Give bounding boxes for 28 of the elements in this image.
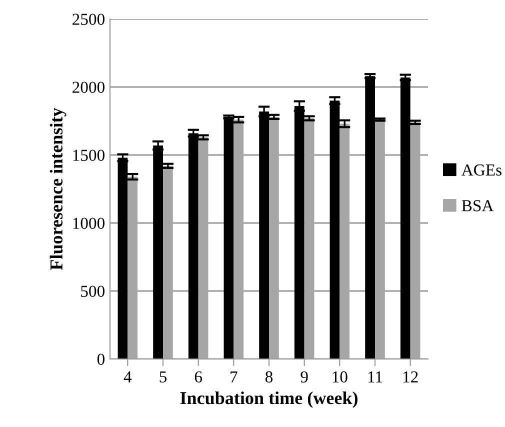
bar bbox=[234, 120, 244, 359]
x-axis-title: Incubation time (week) bbox=[180, 391, 358, 408]
bar bbox=[410, 122, 420, 359]
legend-label: AGEs bbox=[461, 164, 502, 176]
y-tick-label: 1500 bbox=[73, 150, 105, 161]
x-tick-label: 4 bbox=[124, 371, 132, 382]
x-tick-label: 7 bbox=[230, 371, 238, 382]
bar bbox=[375, 120, 385, 359]
x-tick-label: 9 bbox=[300, 371, 308, 383]
bar bbox=[340, 124, 350, 359]
x-tick-label: 12 bbox=[403, 371, 418, 382]
y-axis-title: Fluoresence intensity bbox=[50, 108, 66, 270]
bar bbox=[128, 176, 138, 359]
x-tick-label: 6 bbox=[194, 371, 202, 383]
y-tick-label: 2500 bbox=[72, 14, 105, 25]
y-tick-label: 0 bbox=[97, 354, 105, 365]
x-tick-label: 11 bbox=[368, 371, 382, 382]
y-tick-label: 500 bbox=[81, 286, 105, 297]
y-tick-label: 1000 bbox=[73, 218, 105, 229]
bar bbox=[304, 118, 314, 359]
bar bbox=[269, 116, 279, 359]
x-tick-label: 5 bbox=[160, 371, 167, 383]
x-tick-label: 8 bbox=[265, 371, 273, 383]
legend-label: BSA bbox=[462, 200, 494, 212]
x-tick-label: 10 bbox=[332, 371, 348, 383]
bar bbox=[163, 166, 173, 359]
y-tick-label: 2000 bbox=[72, 82, 105, 93]
bar bbox=[198, 137, 208, 359]
